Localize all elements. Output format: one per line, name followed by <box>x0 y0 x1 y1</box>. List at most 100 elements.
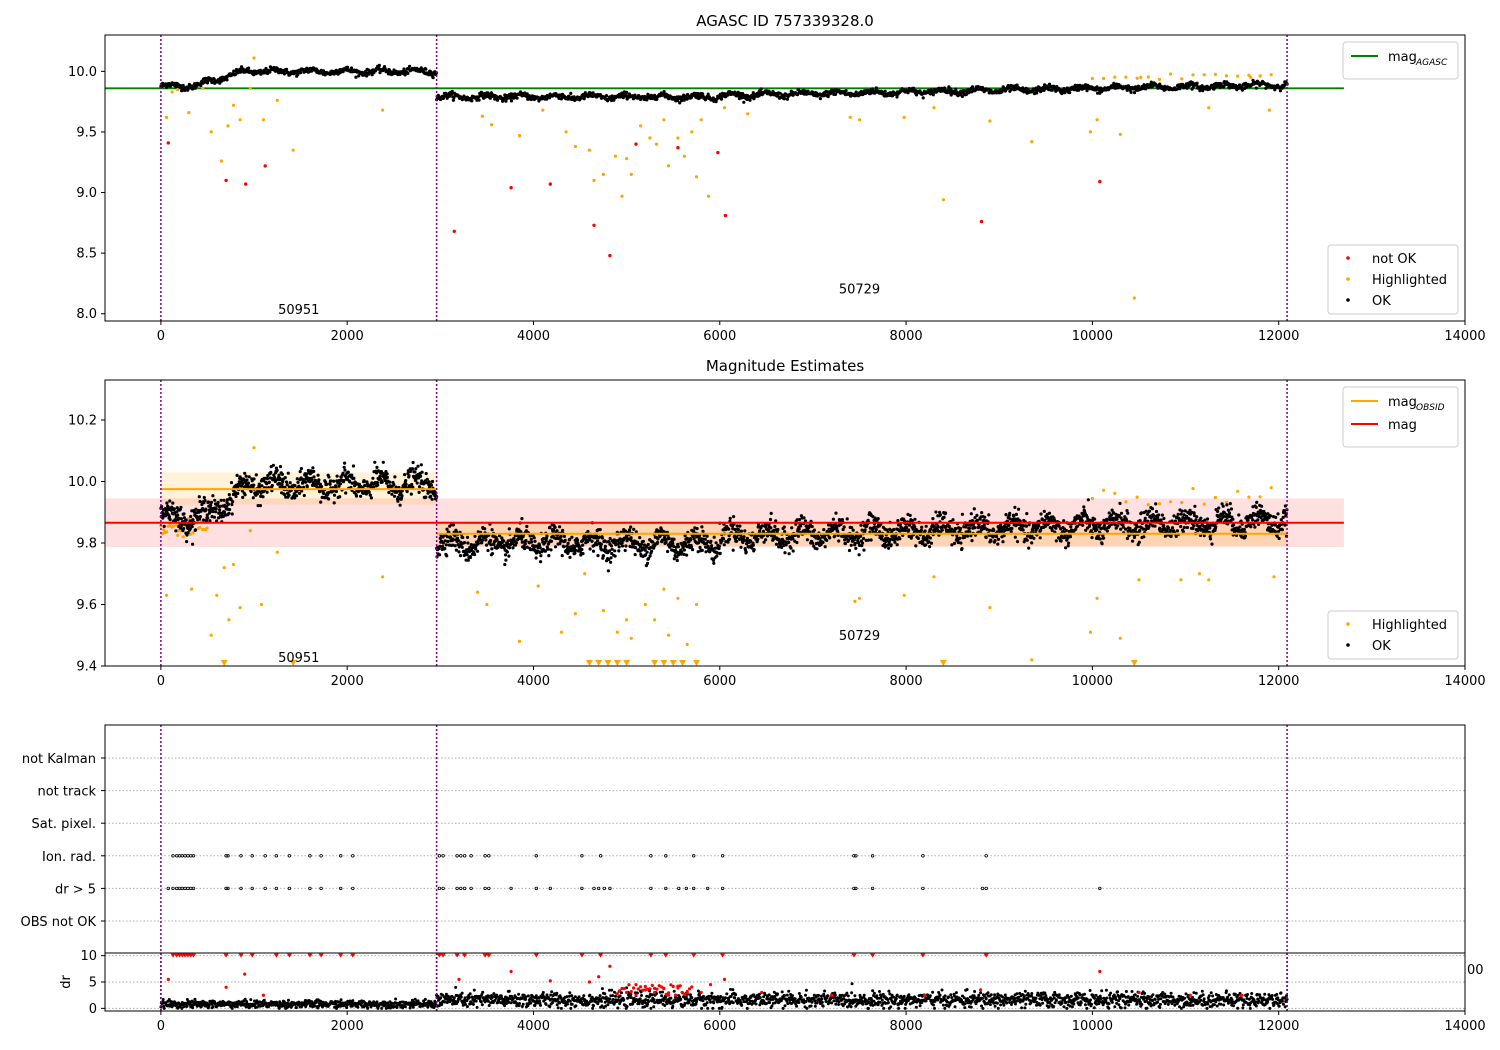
ok-point <box>1042 509 1046 513</box>
ok-point <box>1086 498 1090 502</box>
ok-point <box>273 479 277 484</box>
ok-point <box>713 546 717 550</box>
ok-point <box>691 548 695 552</box>
ok-point <box>745 97 749 102</box>
highlighted-point <box>1224 74 1229 78</box>
ok-point <box>218 504 222 508</box>
ok-point <box>299 467 303 471</box>
highlighted-point <box>583 572 587 576</box>
ok-point <box>1118 501 1122 505</box>
ok-point <box>580 547 584 552</box>
ok-point <box>675 99 680 103</box>
ok-point <box>1179 524 1183 529</box>
ok-point <box>465 535 470 540</box>
ok-point <box>762 540 766 544</box>
ok-point <box>827 523 831 527</box>
ok-point <box>584 535 588 539</box>
ok-point <box>774 519 778 523</box>
ok-point <box>972 507 976 511</box>
ok-point <box>940 528 944 532</box>
ok-point <box>1240 88 1244 92</box>
ok-point <box>396 499 400 503</box>
ok-point <box>502 543 506 548</box>
ok-point <box>701 92 705 96</box>
ok-point <box>964 525 968 529</box>
ok-point <box>648 546 653 550</box>
highlighted-point <box>667 164 671 168</box>
ok-point <box>700 548 704 553</box>
ok-point <box>672 544 676 549</box>
highlighted-point <box>592 178 596 182</box>
ok-point <box>773 524 777 529</box>
highlighted-point <box>613 154 618 158</box>
highlighted-point <box>564 130 568 134</box>
ok-point <box>675 555 679 559</box>
ok-point <box>823 545 827 549</box>
ok-point <box>293 484 297 488</box>
highlighted-point <box>1169 72 1173 76</box>
ok-point <box>203 498 207 503</box>
highlighted-point <box>209 130 213 134</box>
ok-point <box>758 529 762 533</box>
ok-point <box>445 535 449 539</box>
ok-point <box>204 507 208 511</box>
ok-point <box>362 479 366 483</box>
ok-point <box>534 556 538 560</box>
ok-point <box>671 542 675 546</box>
ok-point <box>1025 511 1029 516</box>
highlighted-point <box>988 119 992 123</box>
ok-point <box>539 554 543 558</box>
legend-label: OK <box>1372 294 1391 309</box>
ok-point <box>375 471 379 475</box>
ok-point <box>286 471 290 475</box>
ok-point <box>519 530 523 534</box>
ok-point <box>810 524 814 529</box>
highlighted-point <box>238 606 242 610</box>
ok-point <box>681 545 685 549</box>
ok-point <box>612 98 616 102</box>
ok-point <box>377 63 381 67</box>
ok-point <box>1169 528 1173 532</box>
ok-point <box>849 543 853 547</box>
ok-point <box>687 540 691 544</box>
ok-point <box>1136 543 1140 547</box>
highlighted-point <box>178 529 183 533</box>
ok-point <box>282 72 286 76</box>
ok-point <box>624 544 628 548</box>
ok-point <box>601 554 606 558</box>
ok-point <box>822 528 826 532</box>
ok-point <box>212 515 216 519</box>
ok-point <box>566 541 570 546</box>
ok-point <box>194 507 198 511</box>
ok-point <box>672 537 676 541</box>
ok-point <box>410 482 414 487</box>
ok-point <box>1010 526 1014 531</box>
ok-point <box>992 528 996 533</box>
ok-point <box>780 545 784 550</box>
highlighted-point <box>667 633 671 637</box>
ok-point <box>689 545 694 549</box>
ok-point <box>666 549 670 554</box>
ok-point <box>562 545 566 549</box>
ok-point <box>254 473 258 477</box>
ok-point <box>281 480 285 484</box>
ok-point <box>450 89 454 94</box>
ok-point <box>888 527 892 532</box>
ok-point <box>302 485 306 489</box>
ok-point <box>1124 527 1128 531</box>
ok-point <box>1085 89 1089 93</box>
ok-point <box>425 477 429 481</box>
ok-point <box>359 494 363 498</box>
ok-point <box>542 537 546 541</box>
ok-point <box>739 545 743 549</box>
ok-point <box>722 543 726 547</box>
ok-point <box>424 495 428 499</box>
ok-point <box>1031 528 1035 532</box>
ok-point <box>984 535 988 540</box>
ok-point <box>511 546 515 550</box>
ok-point <box>266 473 270 478</box>
ok-point <box>898 537 902 541</box>
ok-point <box>732 515 736 519</box>
ok-point <box>609 560 613 564</box>
ok-point <box>739 529 744 533</box>
